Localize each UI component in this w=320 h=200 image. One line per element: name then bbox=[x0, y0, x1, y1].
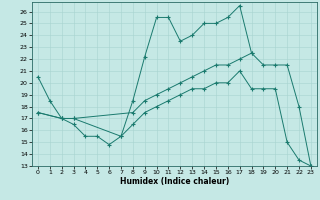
X-axis label: Humidex (Indice chaleur): Humidex (Indice chaleur) bbox=[120, 177, 229, 186]
